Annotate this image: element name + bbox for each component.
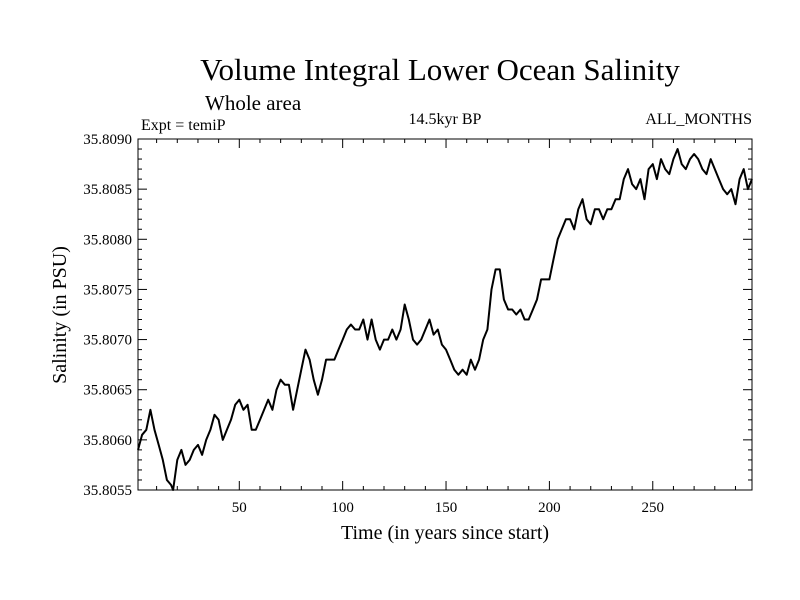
- y-tick-label: 35.8085: [83, 182, 132, 198]
- chart-subtitle: Whole area: [205, 91, 302, 115]
- chart-title: Volume Integral Lower Ocean Salinity: [200, 52, 680, 87]
- x-tick-label: 200: [538, 500, 561, 516]
- period-label: 14.5kyr BP: [409, 111, 482, 128]
- x-tick-label: 100: [331, 500, 354, 516]
- y-axis-ticks: 35.8055 35.8060 35.8065 35.8070 35.8075 35.80…: [83, 132, 752, 499]
- y-tick-label: 35.8065: [83, 383, 132, 399]
- salinity-series-line: [137, 148, 753, 491]
- y-tick-label: 35.8075: [83, 282, 132, 298]
- experiment-label: Expt = temiP: [141, 117, 226, 134]
- y-tick-label: 35.8070: [83, 333, 132, 349]
- y-tick-label: 35.8055: [83, 483, 132, 499]
- plot-frame: [137, 138, 753, 491]
- y-tick-label: 35.8080: [83, 232, 132, 248]
- months-label: ALL_MONTHS: [645, 111, 752, 128]
- x-axis-label: Time (in years since start): [341, 522, 549, 544]
- y-tick-label: 35.8090: [83, 132, 132, 148]
- x-tick-label: 50: [232, 500, 247, 516]
- x-tick-label: 150: [435, 500, 458, 516]
- x-tick-label: 250: [642, 500, 665, 516]
- x-axis-ticks: 50 100 150 200 250: [156, 139, 736, 516]
- y-axis-label: Salinity (in PSU): [49, 246, 71, 384]
- y-tick-label: 35.8060: [83, 433, 132, 449]
